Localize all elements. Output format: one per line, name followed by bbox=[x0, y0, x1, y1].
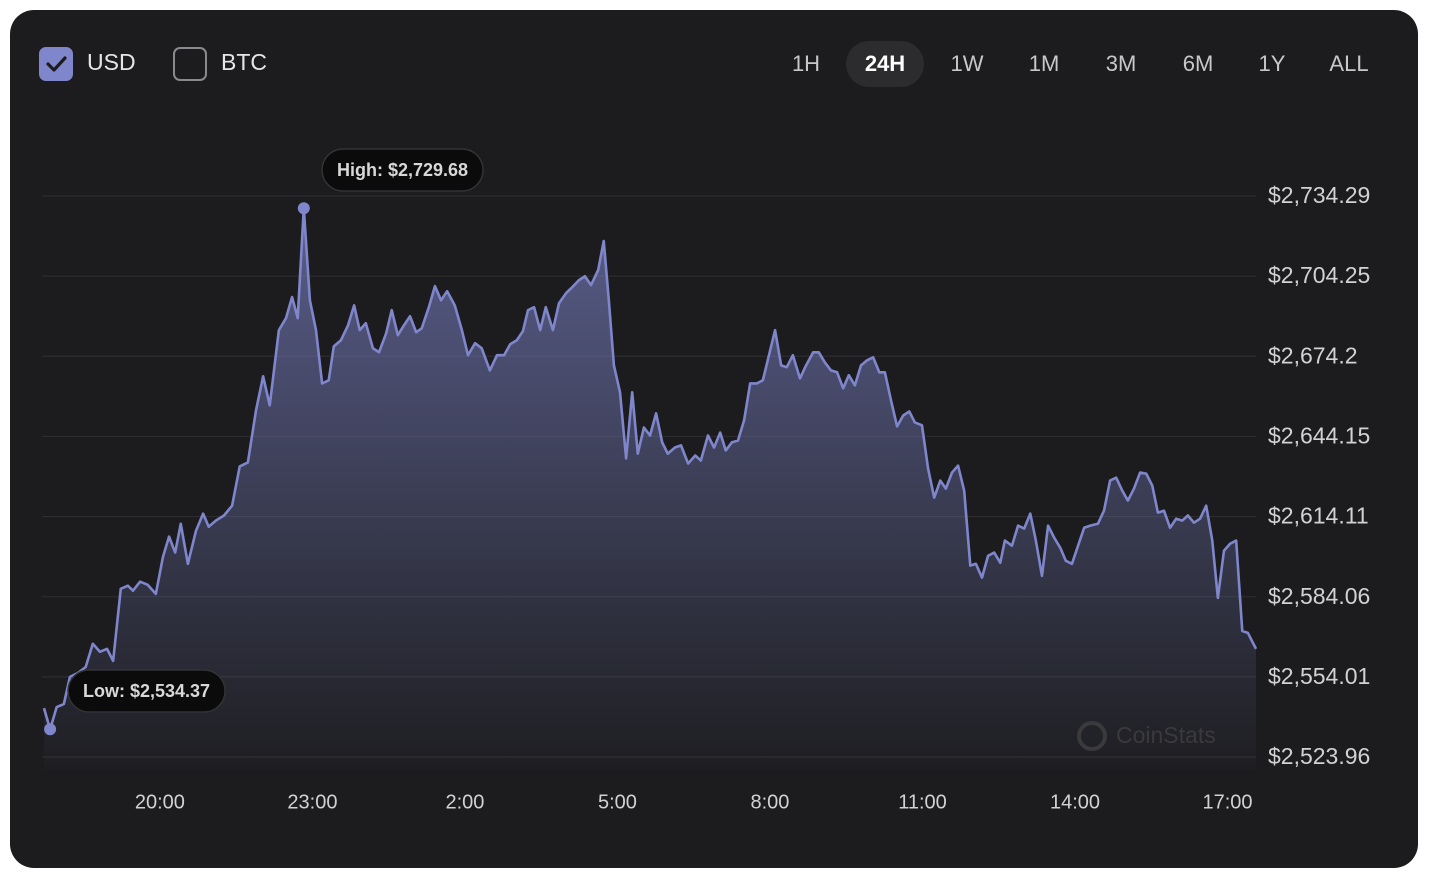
checkmark bbox=[46, 56, 67, 72]
area-fill bbox=[44, 208, 1256, 771]
x-tick-label: 11:00 bbox=[898, 791, 947, 813]
range-label[interactable]: 1H bbox=[792, 51, 820, 76]
x-tick-label: 8:00 bbox=[751, 791, 790, 813]
x-tick-label: 17:00 bbox=[1202, 791, 1252, 813]
checkbox-label: USD bbox=[87, 49, 136, 75]
x-tick-label: 2:00 bbox=[445, 791, 484, 813]
x-tick-label: 14:00 bbox=[1050, 791, 1100, 813]
y-tick-label: $2,584.06 bbox=[1268, 583, 1370, 609]
low-tooltip: Low: $2,534.37 bbox=[67, 669, 226, 713]
high-marker bbox=[297, 202, 310, 215]
plot: High: $2,729.68 Low: $2,534.37 bbox=[42, 148, 1258, 771]
y-tick-label: $2,704.25 bbox=[1268, 262, 1370, 288]
range-label[interactable]: 3M bbox=[1106, 51, 1137, 76]
tooltip-text: Low: $2,534.37 bbox=[83, 681, 210, 701]
range-button[interactable]: 1Y bbox=[1259, 51, 1286, 76]
range-button[interactable]: 24H bbox=[846, 41, 924, 87]
range-button[interactable]: 1H bbox=[792, 51, 820, 76]
currency-toggle[interactable]: USD bbox=[39, 47, 136, 81]
tooltip-text: High: $2,729.68 bbox=[337, 160, 468, 180]
range-label[interactable]: 1Y bbox=[1259, 51, 1286, 76]
y-tick-label: $2,554.01 bbox=[1268, 663, 1370, 689]
checkbox-label: BTC bbox=[221, 49, 267, 75]
y-tick-label: $2,734.29 bbox=[1268, 182, 1370, 208]
watermark: CoinStats bbox=[1116, 722, 1216, 748]
price-line bbox=[42, 207, 1258, 731]
range-active-pill bbox=[846, 41, 924, 87]
x-tick-label: 20:00 bbox=[135, 791, 185, 813]
low-marker bbox=[44, 723, 57, 736]
watermark-icon bbox=[1077, 721, 1107, 751]
range-button[interactable]: 1M bbox=[1029, 51, 1060, 76]
checkbox[interactable] bbox=[173, 47, 207, 81]
y-tick-label: $2,674.2 bbox=[1268, 342, 1358, 368]
range-button[interactable]: 1W bbox=[951, 51, 984, 76]
range-label[interactable]: 1M bbox=[1029, 51, 1060, 76]
high-tooltip: High: $2,729.68 bbox=[321, 148, 484, 192]
currency-toggle[interactable]: BTC bbox=[173, 47, 267, 81]
range-label[interactable]: 6M bbox=[1183, 51, 1214, 76]
tooltip-box bbox=[67, 669, 226, 713]
range-button[interactable]: 3M bbox=[1106, 51, 1137, 76]
x-tick-label: 5:00 bbox=[598, 791, 637, 813]
checkbox[interactable] bbox=[39, 47, 73, 81]
controls: USD BTC 1H 24H 1W 1M 3M 6M 1Y ALL bbox=[39, 41, 1369, 87]
y-tick-label: $2,614.11 bbox=[1268, 503, 1369, 529]
range-button[interactable]: ALL bbox=[1329, 51, 1368, 76]
y-tick-label: $2,644.15 bbox=[1268, 423, 1370, 449]
range-button[interactable]: 6M bbox=[1183, 51, 1214, 76]
y-tick-label: $2,523.96 bbox=[1268, 743, 1370, 769]
range-label[interactable]: 24H bbox=[865, 51, 905, 76]
tooltip-box bbox=[321, 148, 484, 192]
x-tick-label: 23:00 bbox=[287, 791, 337, 813]
range-label[interactable]: ALL bbox=[1329, 51, 1368, 76]
range-label[interactable]: 1W bbox=[951, 51, 984, 76]
